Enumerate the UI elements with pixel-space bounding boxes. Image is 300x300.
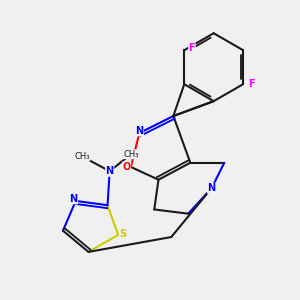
Text: CH₃: CH₃ bbox=[123, 150, 139, 159]
Text: F: F bbox=[189, 43, 195, 53]
Text: F: F bbox=[248, 79, 255, 89]
Text: S: S bbox=[120, 229, 127, 239]
Text: N: N bbox=[106, 166, 114, 176]
Text: CH₃: CH₃ bbox=[74, 152, 90, 161]
Text: N: N bbox=[208, 183, 216, 193]
Text: N: N bbox=[135, 126, 143, 136]
Text: O: O bbox=[122, 162, 131, 172]
Text: N: N bbox=[70, 194, 78, 204]
